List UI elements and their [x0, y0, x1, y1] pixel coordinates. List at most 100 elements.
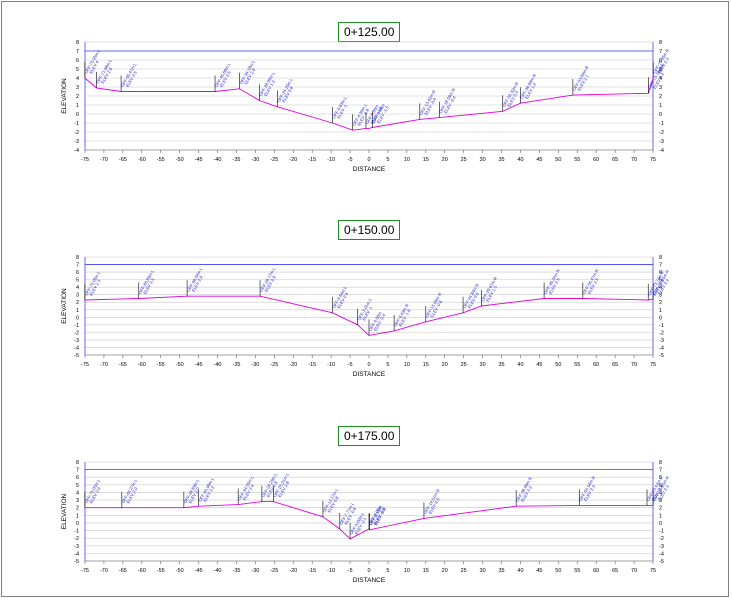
y-tick-label-right: -3	[659, 544, 664, 550]
y-tick-label-left: 6	[76, 270, 79, 276]
x-tick-label: -45	[195, 157, 203, 163]
x-tick-label: -60	[138, 157, 146, 163]
y-tick-label-left: 1	[76, 308, 79, 314]
section-title-2: 0+150.00	[338, 220, 401, 240]
x-tick-label: 10	[404, 362, 410, 368]
y-tick-label-right: 7	[659, 468, 662, 474]
y-tick-label-right: -1	[659, 323, 664, 329]
x-tick-label: -70	[100, 157, 108, 163]
x-tick-label: 60	[593, 568, 599, 574]
x-tick-label: 70	[631, 362, 637, 368]
y-tick-label-right: 0	[659, 112, 662, 118]
x-tick-label: 25	[461, 568, 467, 574]
x-axis-label: DISTANCE	[353, 577, 386, 584]
x-tick-label: 35	[498, 362, 504, 368]
x-tick-label: 25	[461, 157, 467, 163]
y-tick-label-right: 2	[659, 300, 662, 306]
y-tick-label-left: -2	[74, 130, 79, 136]
x-tick-label: -30	[251, 568, 259, 574]
x-tick-label: 60	[593, 157, 599, 163]
y-tick-label-right: 1	[659, 513, 662, 519]
x-tick-label: -20	[289, 568, 297, 574]
x-tick-label: -10	[327, 568, 335, 574]
y-tick-label-right: 5	[659, 483, 662, 489]
x-tick-label: -45	[195, 568, 203, 574]
y-tick-label-left: -1	[74, 529, 79, 535]
y-tick-label-left: 0	[76, 112, 79, 118]
y-tick-label-right: 4	[659, 285, 662, 291]
y-tick-label-right: 6	[659, 475, 662, 481]
y-tick-label-left: 3	[76, 85, 79, 91]
x-tick-label: -30	[251, 157, 259, 163]
x-tick-label: -25	[270, 362, 278, 368]
y-tick-label-right: -2	[659, 536, 664, 542]
x-tick-label: 5	[386, 157, 389, 163]
x-tick-label: -5	[348, 157, 353, 163]
y-tick-label-left: 1	[76, 513, 79, 519]
y-tick-label-left: 7	[76, 263, 79, 269]
y-axis-label: ELEVATION	[61, 493, 68, 529]
y-tick-label-right: 1	[659, 103, 662, 109]
x-tick-label: 0	[367, 157, 370, 163]
x-tick-label: 65	[612, 568, 618, 574]
y-tick-label-right: 8	[659, 460, 662, 466]
y-axis-label: ELEVATION	[61, 78, 68, 114]
x-axis-label: DISTANCE	[353, 371, 386, 378]
x-tick-label: 15	[423, 362, 429, 368]
x-tick-label: -20	[289, 157, 297, 163]
x-tick-label: 25	[461, 362, 467, 368]
y-tick-label-left: -1	[74, 323, 79, 329]
x-tick-label: 50	[555, 157, 561, 163]
y-tick-label-right: 2	[659, 506, 662, 512]
y-tick-label-right: 6	[659, 58, 662, 64]
x-tick-label: 55	[574, 157, 580, 163]
x-tick-label: 75	[650, 568, 656, 574]
y-tick-label-right: 5	[659, 278, 662, 284]
x-tick-label: 40	[517, 362, 523, 368]
x-tick-label: -55	[157, 362, 165, 368]
y-tick-label-left: 8	[76, 255, 79, 261]
y-tick-label-left: -2	[74, 536, 79, 542]
x-tick-label: -60	[138, 362, 146, 368]
y-tick-label-left: 0	[76, 315, 79, 321]
x-tick-label: -75	[81, 157, 89, 163]
y-tick-label-right: -5	[659, 353, 664, 359]
x-tick-label: 5	[386, 568, 389, 574]
y-tick-label-left: 2	[76, 506, 79, 512]
x-tick-label: 20	[442, 157, 448, 163]
y-tick-label-right: 2	[659, 94, 662, 100]
y-tick-label-right: 5	[659, 67, 662, 73]
x-tick-label: 55	[574, 568, 580, 574]
x-tick-label: 30	[480, 568, 486, 574]
y-tick-label-left: -1	[74, 121, 79, 127]
x-tick-label: 20	[442, 362, 448, 368]
y-tick-label-left: -2	[74, 330, 79, 336]
x-tick-label: -40	[214, 362, 222, 368]
x-tick-label: 45	[536, 362, 542, 368]
y-tick-label-left: 5	[76, 483, 79, 489]
x-tick-label: -20	[289, 362, 297, 368]
y-tick-label-right: 1	[659, 308, 662, 314]
x-tick-label: 75	[650, 157, 656, 163]
y-tick-label-right: -2	[659, 330, 664, 336]
y-tick-label-left: -3	[74, 139, 79, 145]
x-tick-label: 20	[442, 568, 448, 574]
y-tick-label-left: -4	[74, 345, 79, 351]
x-tick-label: -35	[232, 157, 240, 163]
x-tick-label: -65	[119, 362, 127, 368]
x-tick-label: 35	[498, 157, 504, 163]
x-tick-label: -15	[308, 568, 316, 574]
x-tick-label: 40	[517, 568, 523, 574]
x-tick-label: 30	[480, 362, 486, 368]
y-tick-label-right: -4	[659, 345, 664, 351]
x-tick-label: -10	[327, 157, 335, 163]
x-tick-label: 5	[386, 362, 389, 368]
y-tick-label-right: -4	[659, 551, 664, 557]
x-tick-label: 0	[367, 362, 370, 368]
x-tick-label: -70	[100, 362, 108, 368]
x-tick-label: 70	[631, 157, 637, 163]
y-tick-label-right: -3	[659, 338, 664, 344]
y-tick-label-left: 6	[76, 58, 79, 64]
profile-line	[84, 295, 654, 336]
